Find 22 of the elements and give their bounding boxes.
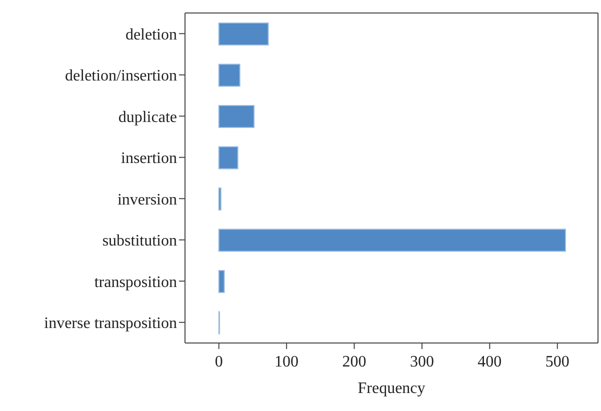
bar — [218, 22, 269, 46]
x-axis-title: Frequency — [358, 380, 426, 397]
y-tick-label: substitution — [102, 232, 177, 250]
bar — [218, 146, 238, 170]
y-tick-label: inverse transposition — [44, 315, 177, 332]
y-tick-label: insertion — [121, 150, 177, 168]
x-tick-label: 400 — [478, 353, 502, 370]
y-tick-label: duplicate — [118, 108, 177, 126]
y-tick-label: deletion/insertion — [65, 68, 177, 85]
y-tick-label: inversion — [117, 191, 177, 208]
x-tick-label: 300 — [410, 353, 434, 370]
y-tick-label: transposition — [94, 274, 177, 291]
bar — [218, 270, 225, 293]
x-tick-label: 500 — [545, 353, 570, 370]
x-tick-label: 100 — [274, 353, 299, 370]
bar — [218, 105, 255, 128]
bar — [218, 228, 566, 252]
y-tick-label: deletion — [125, 26, 177, 44]
bar — [218, 64, 240, 87]
x-tick-label: 0 — [214, 353, 223, 370]
bar — [218, 188, 222, 210]
x-tick-label: 200 — [342, 353, 366, 370]
